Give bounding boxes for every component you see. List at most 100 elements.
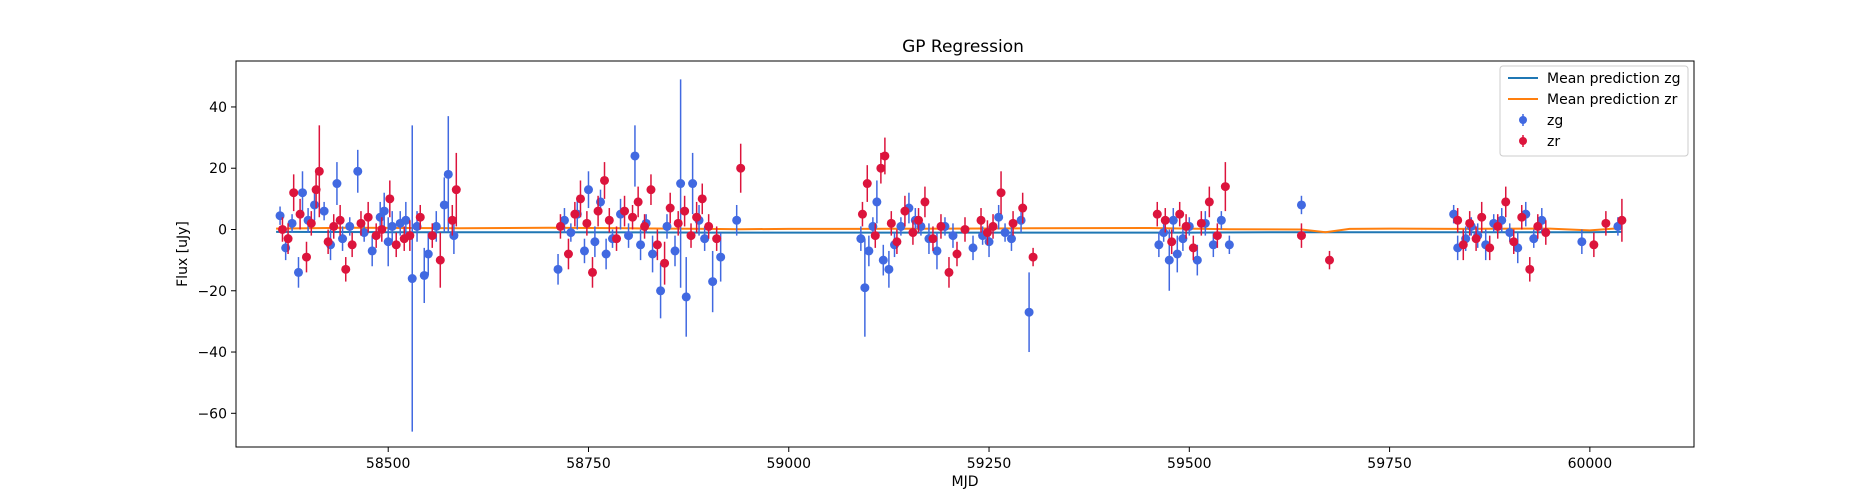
zg-data-point xyxy=(310,200,320,210)
zg-data-point xyxy=(367,246,377,256)
x-tick-label: 59000 xyxy=(766,456,811,472)
zr-data-point xyxy=(306,218,316,228)
zr-data-point xyxy=(1160,215,1170,225)
zr-data-point xyxy=(900,206,910,216)
zg-data-point xyxy=(1024,307,1034,317)
zr-data-point xyxy=(1175,209,1185,219)
zg-data-point xyxy=(383,237,393,247)
zg-data-point xyxy=(1172,249,1182,259)
zg-data-point xyxy=(1006,234,1016,244)
zr-data-point xyxy=(277,224,287,234)
y-tick-label: −60 xyxy=(197,406,227,422)
zg-data-point xyxy=(583,185,593,195)
zg-data-point xyxy=(601,249,611,259)
legend-label-zg-prediction: Mean prediction zg xyxy=(1547,71,1681,87)
data-marks xyxy=(275,79,1627,432)
zr-data-point xyxy=(633,197,643,207)
zg-data-point xyxy=(1000,228,1010,238)
zr-data-point xyxy=(301,252,311,262)
chart-title: GP Regression xyxy=(902,37,1024,57)
zg-data-point xyxy=(878,255,888,265)
zr-data-point xyxy=(1325,255,1334,265)
legend-label-zr: zr xyxy=(1547,134,1560,150)
legend-frame xyxy=(1499,65,1689,157)
plot-area xyxy=(235,60,1695,448)
zg-data-point xyxy=(407,274,417,284)
zr-data-point xyxy=(920,197,930,207)
zr-data-point xyxy=(593,206,603,216)
zg-data-point xyxy=(732,215,742,225)
zr-data-point xyxy=(1212,231,1222,241)
zr-data-point xyxy=(1453,215,1463,225)
zr-data-point xyxy=(1589,240,1599,250)
zr-data-point xyxy=(283,234,293,244)
x-tick-label: 59750 xyxy=(1367,456,1412,472)
zr-data-point xyxy=(427,231,437,241)
zg-data-point xyxy=(1178,234,1188,244)
zr-data-point xyxy=(405,231,415,241)
series-zr xyxy=(277,125,1627,288)
zr-data-point xyxy=(1167,237,1177,247)
zg-data-point xyxy=(1192,255,1202,265)
zr-data-point xyxy=(908,228,918,238)
zr-data-point xyxy=(1617,215,1627,225)
zg-data-point xyxy=(353,166,363,176)
zr-data-point xyxy=(1458,240,1468,250)
zr-data-point xyxy=(628,212,638,222)
y-tick-label: −40 xyxy=(197,345,227,361)
zg-data-point xyxy=(624,231,634,241)
zr-data-point xyxy=(680,206,690,216)
zr-data-point xyxy=(960,224,970,234)
zg-data-point xyxy=(293,267,303,277)
zg-data-point xyxy=(662,221,672,231)
zr-data-point xyxy=(620,206,630,216)
zg-data-point xyxy=(412,221,422,231)
y-tick-label: 20 xyxy=(209,161,227,177)
zr-data-point xyxy=(876,163,886,173)
zr-data-point xyxy=(1018,203,1028,213)
zg-data-point xyxy=(1168,215,1178,225)
y-tick-label: −20 xyxy=(197,284,227,300)
zr-data-point xyxy=(857,209,867,219)
zr-data-point xyxy=(1296,231,1306,241)
zg-data-point xyxy=(636,240,646,250)
zg-data-point xyxy=(439,200,449,210)
zr-data-point xyxy=(640,221,650,231)
zg-data-point xyxy=(1529,234,1539,244)
zr-data-point xyxy=(646,185,656,195)
zr-data-point xyxy=(371,231,381,241)
zr-data-point xyxy=(665,203,675,213)
zr-data-point xyxy=(1517,212,1527,222)
zr-data-point xyxy=(1601,218,1611,228)
zr-data-point xyxy=(914,215,924,225)
mean-prediction-zg-line xyxy=(276,230,1622,234)
legend-label-zg: zg xyxy=(1547,113,1563,129)
zr-data-point xyxy=(686,231,696,241)
zr-data-point xyxy=(1493,221,1503,231)
zr-data-point xyxy=(604,215,614,225)
zr-data-point xyxy=(1509,237,1519,247)
zr-data-point xyxy=(944,267,954,277)
zr-data-point xyxy=(1485,243,1495,253)
zr-data-point xyxy=(976,215,986,225)
zg-data-point xyxy=(401,215,411,225)
zg-data-point xyxy=(656,286,666,296)
zg-data-point xyxy=(449,231,459,241)
zr-data-point xyxy=(323,237,333,247)
zg-data-point xyxy=(297,188,307,198)
y-axis: −60 −40 −20 0 20 40 xyxy=(197,100,236,422)
zg-data-point xyxy=(1016,215,1026,225)
zr-data-point xyxy=(363,212,373,222)
zr-data-point xyxy=(391,240,401,250)
zr-data-point xyxy=(1152,209,1162,219)
zr-data-point xyxy=(692,212,702,222)
zg-data-point xyxy=(379,206,389,216)
zr-data-point xyxy=(582,218,592,228)
zg-data-point xyxy=(287,218,297,228)
zr-data-point xyxy=(1525,264,1535,274)
x-axis: 58500 58750 59000 59250 59500 59750 60000 xyxy=(366,447,1612,472)
zr-data-point xyxy=(1204,197,1214,207)
zr-data-point xyxy=(563,249,573,259)
zg-data-point xyxy=(630,151,640,161)
x-axis-label: MJD xyxy=(952,474,979,490)
